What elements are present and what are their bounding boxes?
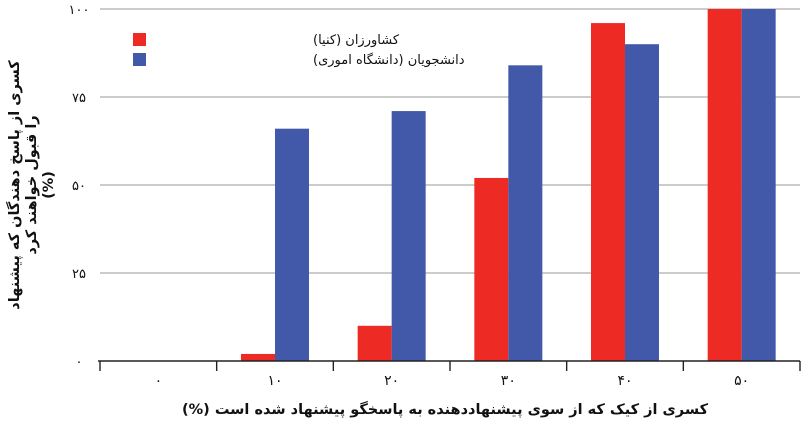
legend-swatch [133, 53, 146, 66]
gridlines [100, 8, 800, 274]
x-tick-label: ۴۰ [617, 373, 632, 389]
y-tick-label: ۱۰۰ [69, 3, 90, 18]
bar-farmers-4 [591, 23, 625, 362]
x-tick-label: ۳۰ [501, 373, 516, 389]
x-tick-label: ۰ [155, 373, 163, 389]
y-axis-ticks: ۰ ۲۵ ۵۰ ۷۵ ۱۰۰ [69, 3, 90, 370]
x-axis-title: کسری از کیک که از سوی پیشنهاددهنده به پا… [182, 400, 709, 418]
y-tick-label: ۷۵ [72, 91, 86, 106]
x-axis: ۰ ۱۰ ۲۰ ۳۰ ۴۰ ۵۰ [98, 360, 801, 389]
legend-label: کشاورزان (کنیا) [313, 33, 400, 48]
bar-students-2 [391, 111, 426, 361]
y-axis-title-line: (%) [41, 171, 57, 199]
bar-farmers-1 [241, 353, 275, 361]
y-axis-title-line: کسری از پاسخ دهندگان که پیشنهاد [5, 60, 23, 310]
bar-students-3 [508, 65, 543, 361]
legend-swatch [133, 33, 146, 46]
y-axis-title: کسری از پاسخ دهندگان که پیشنهادرا قبول خ… [5, 60, 57, 310]
bar-students-5 [741, 9, 776, 361]
bar-farmers-2 [357, 325, 392, 361]
x-tick-label: ۱۰ [267, 373, 282, 389]
bar-students-1 [275, 128, 309, 361]
y-tick-label: ۵۰ [72, 179, 86, 194]
y-axis-title-line: را قبول خواهند کرد [24, 115, 40, 254]
y-tick-label: ۰ [76, 355, 83, 370]
bar-farmers-3 [474, 177, 509, 361]
y-tick-label: ۲۵ [72, 267, 86, 282]
bars [241, 9, 776, 362]
x-tick-label: ۵۰ [734, 373, 749, 389]
bar-farmers-5 [707, 9, 742, 361]
legend-label: دانشجویان (دانشگاه اموری) [313, 52, 465, 68]
bar-students-4 [625, 44, 659, 361]
x-tick-label: ۲۰ [384, 373, 399, 389]
legend: کشاورزان (کنیا) دانشجویان (دانشگاه اموری) [133, 33, 465, 68]
